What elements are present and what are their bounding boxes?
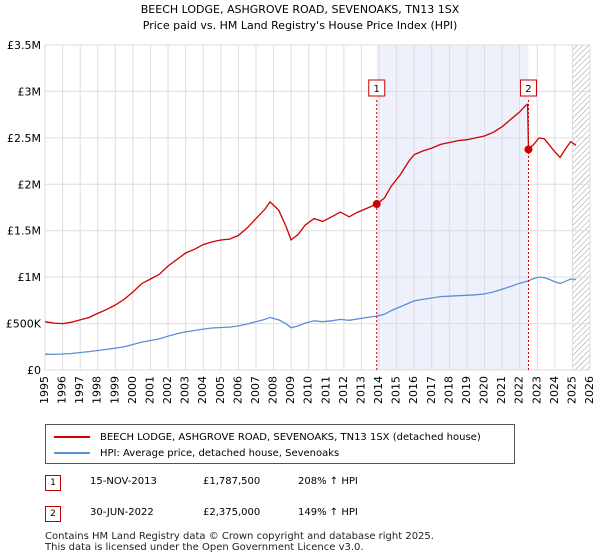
y-tick-label: £500K [6, 318, 42, 331]
x-tick-label: 1999 [108, 376, 121, 404]
sale-marker-box [368, 79, 386, 97]
x-tick-label: 2021 [495, 376, 508, 404]
sale-point [372, 200, 381, 209]
y-tick-label: £2.5M [7, 132, 41, 145]
x-tick-label: 2009 [284, 376, 297, 404]
legend-swatch-hpi [54, 452, 90, 454]
transaction-row: 1 15-NOV-2013 £1,787,500 208% ↑ HPI [45, 474, 445, 492]
x-tick-label: 2007 [249, 376, 262, 404]
series-layer [44, 103, 577, 356]
x-tick-label: 2001 [143, 376, 156, 404]
shaded-period [376, 45, 529, 370]
x-tick-label: 2022 [513, 376, 526, 404]
sale-marker-label: 2 [525, 84, 531, 95]
x-tick-label: 2002 [161, 376, 174, 404]
chart-title: BEECH LODGE, ASHGROVE ROAD, SEVENOAKS, T… [141, 3, 460, 16]
transaction-marker: 1 [45, 475, 61, 491]
x-tick-label: 2017 [425, 376, 438, 404]
transaction-hpi-change: 149% ↑ HPI [298, 507, 358, 518]
x-tick-label: 1995 [38, 376, 51, 404]
y-tick-label: £1M [18, 271, 42, 284]
transaction-marker: 2 [45, 506, 61, 522]
x-tick-label: 2013 [354, 376, 367, 404]
footer-attribution: Contains HM Land Registry data © Crown c… [45, 531, 434, 553]
forecast-hatch [572, 45, 590, 370]
legend-entry-property: BEECH LODGE, ASHGROVE ROAD, SEVENOAKS, T… [54, 429, 481, 445]
sale-point [524, 145, 533, 154]
x-tick-label: 2011 [319, 376, 332, 404]
plot-area [45, 45, 590, 370]
axes: £0 £500K £1M £1.5M £2M £2.5M £3M £3.5M 1995 1996 1… [6, 39, 596, 404]
x-tick-label: 2026 [583, 376, 596, 404]
x-tick-label: 2012 [337, 376, 350, 404]
y-tick-label: £3M [18, 85, 42, 98]
series-line-hpi [44, 276, 576, 356]
chart-subtitle: Price paid vs. HM Land Registry's House … [143, 19, 458, 32]
transaction-hpi-change: 208% ↑ HPI [298, 476, 358, 487]
transaction-date: 30-JUN-2022 [90, 507, 154, 518]
legend-swatch-property [54, 436, 90, 438]
transaction-price: £1,787,500 [203, 476, 261, 487]
x-tick-label: 2003 [179, 376, 192, 404]
footer-line: Contains HM Land Registry data © Crown c… [45, 531, 434, 542]
x-tick-label: 2008 [267, 376, 280, 404]
legend-entry-hpi: HPI: Average price, detached house, Seve… [54, 445, 339, 461]
x-tick-label: 2004 [196, 376, 209, 404]
y-tick-label: £0 [27, 364, 41, 377]
x-tick-label: 2005 [214, 376, 227, 404]
x-tick-label: 2010 [302, 376, 315, 404]
x-tick-label: 2014 [372, 376, 385, 404]
x-tick-label: 2023 [530, 376, 543, 404]
x-tick-label: 1998 [91, 376, 104, 404]
x-tick-label: 2019 [460, 376, 473, 404]
x-tick-label: 2025 [565, 376, 578, 404]
x-tick-label: 2018 [442, 376, 455, 404]
price-chart: BEECH LODGE, ASHGROVE ROAD, SEVENOAKS, T… [6, 3, 596, 404]
sale-marker-box [519, 79, 537, 97]
x-tick-label: 1997 [73, 376, 86, 404]
sale-marker-label: 1 [374, 84, 380, 95]
grid [44, 44, 591, 371]
legend: BEECH LODGE, ASHGROVE ROAD, SEVENOAKS, T… [45, 424, 515, 464]
transaction-date: 15-NOV-2013 [90, 476, 157, 487]
y-tick-label: £2M [18, 178, 42, 191]
y-tick-label: £1.5M [7, 225, 41, 238]
x-tick-label: 2020 [478, 376, 491, 404]
x-tick-label: 2006 [231, 376, 244, 404]
transaction-price: £2,375,000 [203, 507, 261, 518]
legend-label-property: BEECH LODGE, ASHGROVE ROAD, SEVENOAKS, T… [100, 431, 481, 443]
x-tick-label: 1996 [56, 376, 69, 404]
legend-label-hpi: HPI: Average price, detached house, Seve… [100, 447, 340, 459]
x-tick-label: 2000 [126, 376, 139, 404]
series-line-property [44, 103, 577, 325]
x-tick-label: 2016 [407, 376, 420, 404]
y-tick-label: £3.5M [7, 39, 41, 52]
x-tick-label: 2015 [390, 376, 403, 404]
transaction-row: 2 30-JUN-2022 £2,375,000 149% ↑ HPI [45, 505, 445, 523]
footer-line: This data is licensed under the Open Gov… [45, 542, 364, 553]
x-tick-label: 2024 [548, 376, 561, 404]
